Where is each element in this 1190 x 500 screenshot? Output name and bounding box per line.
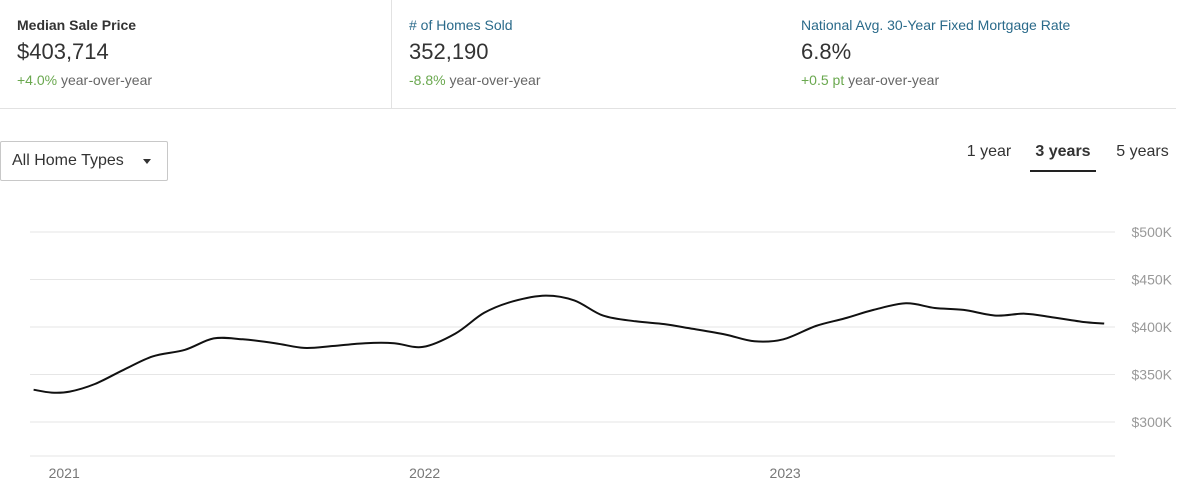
x-tick-label: 2022 <box>409 465 440 481</box>
stat-card-mortgage-rate[interactable]: National Avg. 30-Year Fixed Mortgage Rat… <box>784 0 1176 108</box>
stat-value: $403,714 <box>17 39 109 64</box>
x-axis-labels: 2021 2022 2023 <box>49 465 801 481</box>
y-tick-label: $500K <box>1132 224 1173 240</box>
stat-delta-suffix: year-over-year <box>60 72 153 88</box>
x-tick-label: 2021 <box>49 465 80 481</box>
stat-delta-suffix: year-over-year <box>449 72 541 88</box>
grid-layer <box>30 231 1115 457</box>
stat-label: # of Homes Sold <box>409 17 513 33</box>
stats-summary: Median Sale Price $403,714 +4.0% year-ov… <box>0 0 1176 109</box>
stat-change: -8.8% year-over-year <box>409 71 784 89</box>
y-tick-label: $400K <box>1132 319 1173 335</box>
x-tick-label: 2023 <box>770 465 801 481</box>
stat-card-median-sale-price[interactable]: Median Sale Price $403,714 +4.0% year-ov… <box>0 0 392 108</box>
median-sale-price-chart: $300K $350K $400K $450K $500K 2021 2022 2023 <box>0 200 1190 500</box>
home-type-dropdown[interactable]: All Home Types <box>0 141 168 181</box>
y-axis-labels: $300K $350K $400K $450K $500K <box>1132 224 1173 430</box>
tab-5-years[interactable]: 5 years <box>1116 143 1169 160</box>
y-tick-label: $450K <box>1132 272 1173 288</box>
stat-delta: +0.5 pt <box>801 72 845 88</box>
home-type-selected: All Home Types <box>12 152 124 169</box>
series-layer <box>33 294 1105 394</box>
stat-label: Median Sale Price <box>17 17 137 33</box>
stat-change: +4.0% year-over-year <box>17 71 391 89</box>
stat-card-homes-sold[interactable]: # of Homes Sold 352,190 -8.8% year-over-… <box>392 0 784 108</box>
stat-value: 352,190 <box>409 39 489 64</box>
median-sale-price-line[interactable] <box>33 294 1105 394</box>
stat-change: +0.5 pt year-over-year <box>801 71 1176 89</box>
y-tick-label: $350K <box>1132 367 1173 383</box>
chart-svg: $300K $350K $400K $450K $500K 2021 2022 2023 <box>30 224 1173 481</box>
stat-label: National Avg. 30-Year Fixed Mortgage Rat… <box>801 17 1071 33</box>
y-tick-label: $300K <box>1132 414 1173 430</box>
stat-delta: +4.0% <box>17 72 58 88</box>
tab-1-year[interactable]: 1 year <box>966 143 1012 160</box>
stat-delta: -8.8% <box>409 72 446 88</box>
tab-3-years[interactable]: 3 years <box>1030 138 1096 172</box>
stat-delta-suffix: year-over-year <box>848 72 940 88</box>
chevron-down-icon <box>143 159 151 164</box>
stat-value: 6.8% <box>801 39 852 64</box>
